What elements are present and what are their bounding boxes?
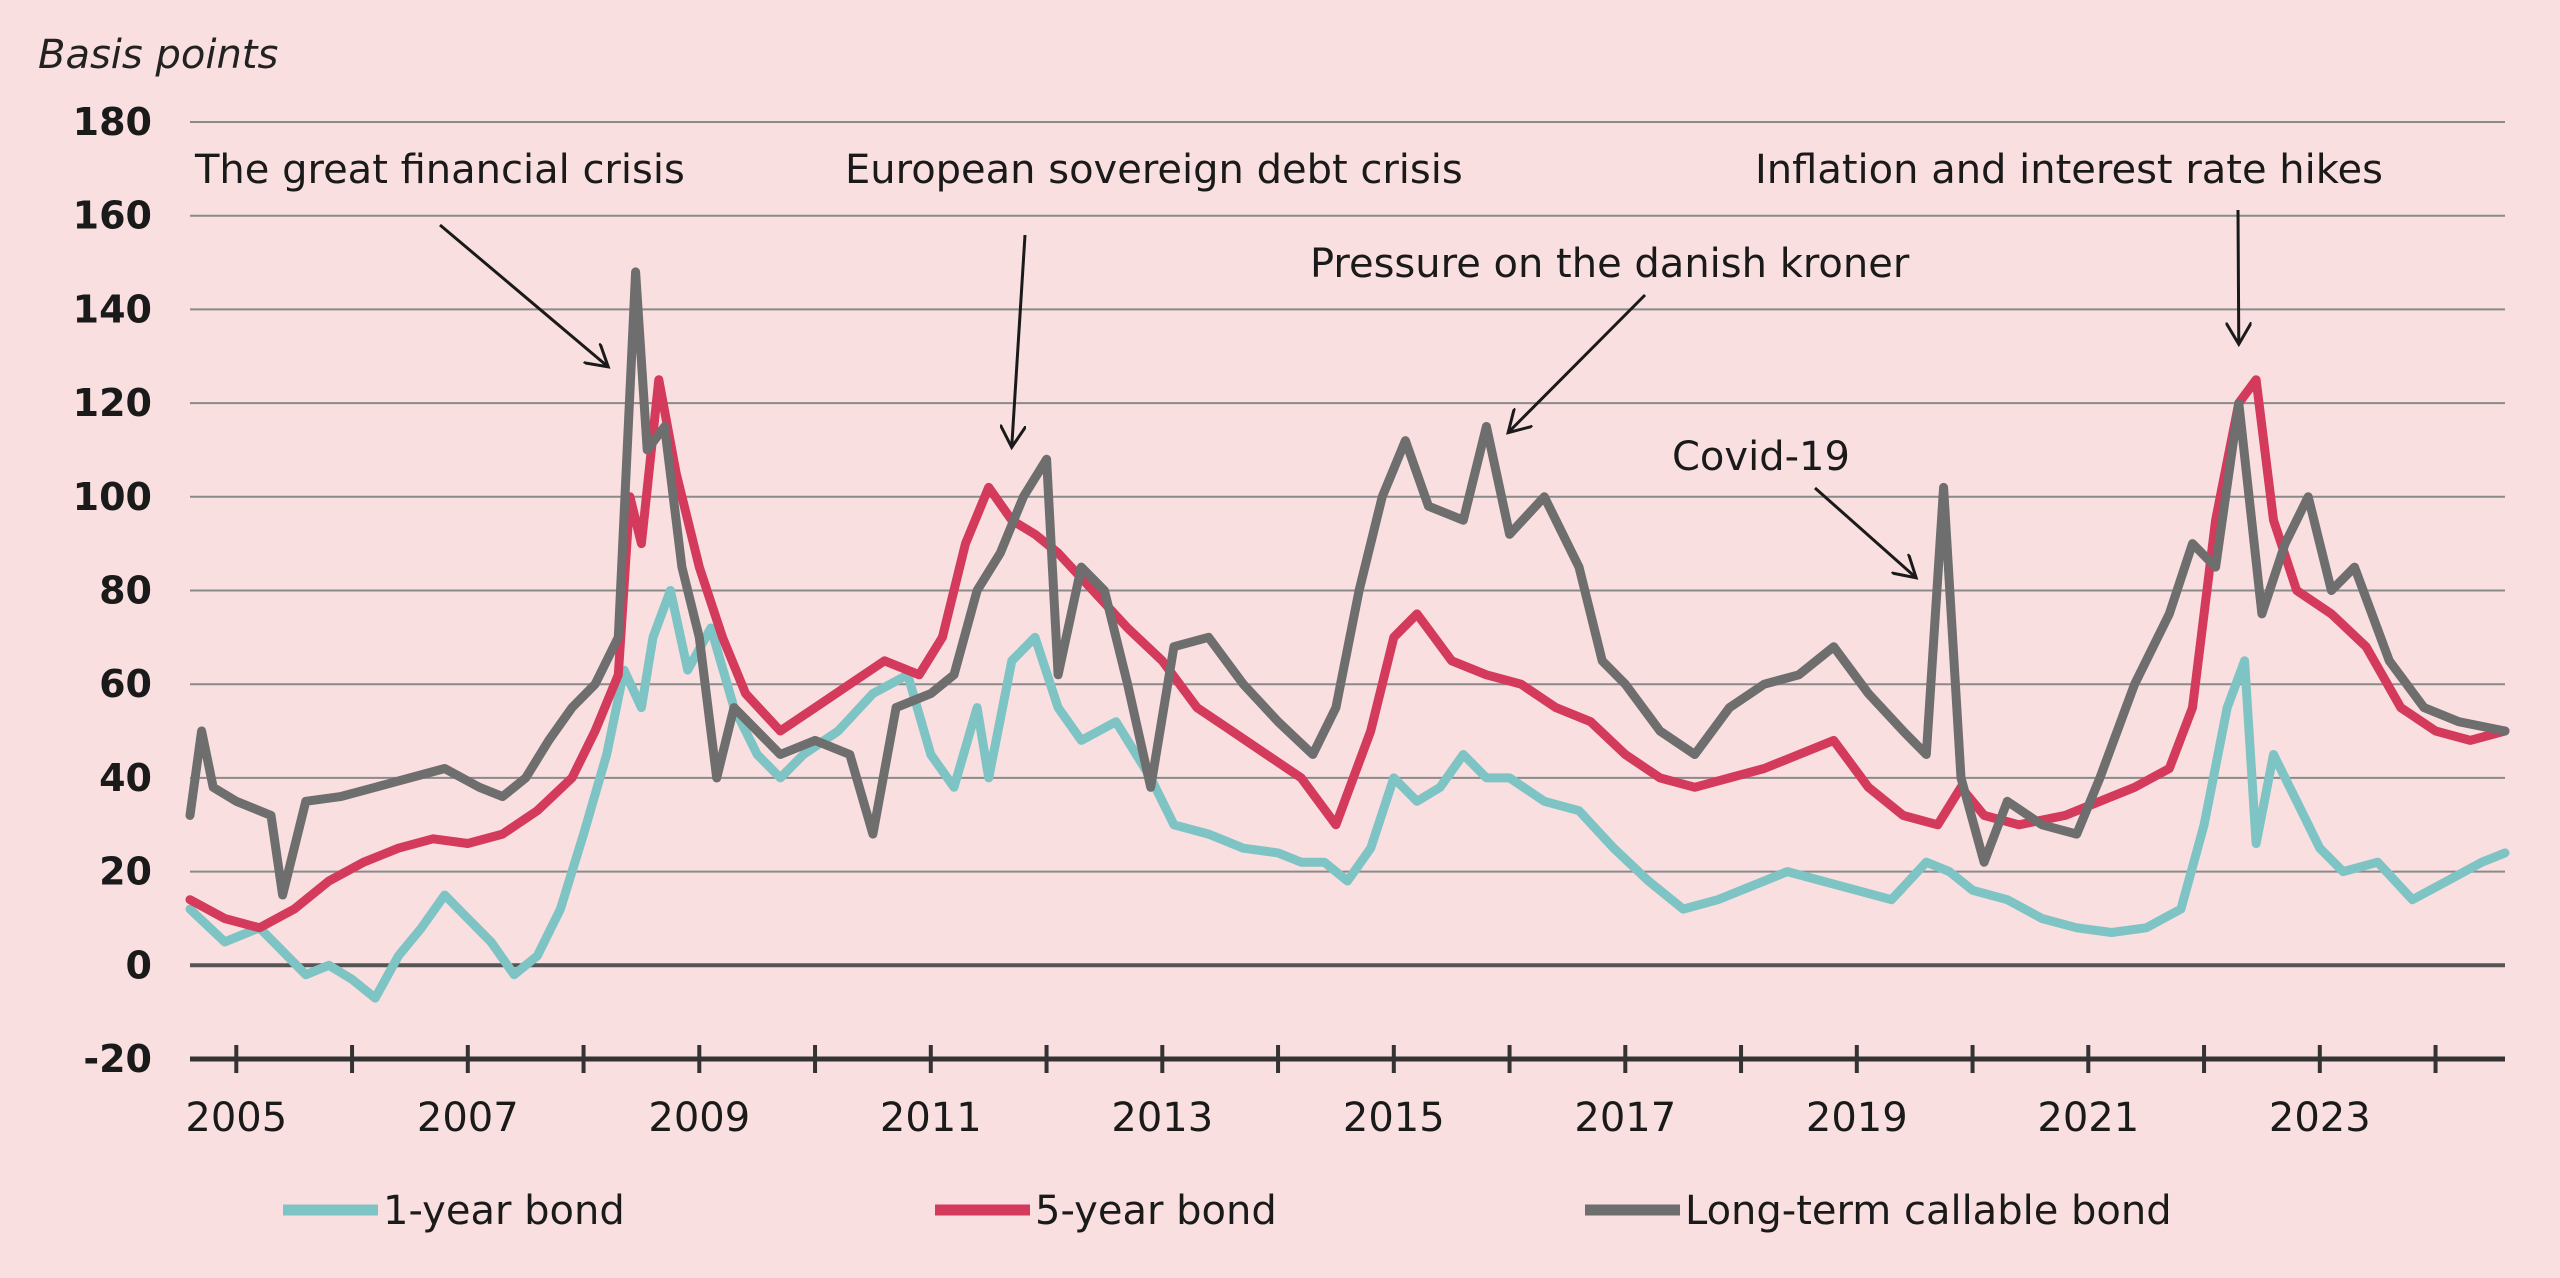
y-tick-label: 100 xyxy=(73,475,152,519)
x-tick-label: 2021 xyxy=(2037,1095,2139,1141)
legend-label: 5-year bond xyxy=(1035,1188,1277,1234)
x-tick-label: 2015 xyxy=(1343,1095,1445,1141)
annotation-arrow xyxy=(1814,486,1915,576)
x-axis: 2005 2007 2009 2011 2013 2015 2017 2019 2021 2023 xyxy=(185,1045,2505,1141)
x-tick-label: 2011 xyxy=(880,1095,982,1141)
gridlines: -20 0 20 40 60 80 100 120 140 160 180 xyxy=(73,100,2505,1081)
y-tick-label: 40 xyxy=(99,756,152,800)
x-tick-label: 2007 xyxy=(417,1095,519,1141)
y-tick-label: 140 xyxy=(73,287,152,331)
series-line-1-year-bond xyxy=(185,586,2510,1003)
x-tick-label: 2005 xyxy=(185,1095,287,1141)
legend-label: Long-term callable bond xyxy=(1685,1188,2172,1234)
x-tick-label: 2017 xyxy=(1574,1095,1676,1141)
y-tick-label: 0 xyxy=(126,943,152,987)
y-tick-label: 160 xyxy=(73,194,152,238)
series-line-5-year-bond xyxy=(185,375,2510,933)
annotation-label: The great financial crisis xyxy=(194,147,685,193)
y-tick-label: -20 xyxy=(83,1037,152,1081)
x-tick-label: 2009 xyxy=(648,1095,750,1141)
legend: 1-year bond 5-year bond Long-term callable… xyxy=(283,1188,2172,1234)
y-tick-label: 20 xyxy=(99,850,152,894)
y-tick-label: 80 xyxy=(99,569,152,613)
y-tick-label: 120 xyxy=(73,381,152,425)
series-line-long-term-callable-bond xyxy=(185,267,2510,900)
y-tick-label: 60 xyxy=(99,662,152,706)
annotation-arrow xyxy=(2238,209,2239,342)
annotation-label: Inflation and interest rate hikes xyxy=(1755,147,2383,193)
annotation-label: Pressure on the danish kroner xyxy=(1310,241,1910,287)
x-tick-label: 2023 xyxy=(2269,1095,2371,1141)
y-tick-label: 180 xyxy=(73,100,152,144)
annotation-arrow xyxy=(1012,234,1027,445)
annotations: The great financial crisis European sover… xyxy=(194,147,2383,576)
annotation-arrow xyxy=(1510,293,1647,431)
legend-label: 1-year bond xyxy=(383,1188,625,1234)
annotation-label: European sovereign debt crisis xyxy=(845,147,1463,193)
annotation-label: Covid-19 xyxy=(1672,434,1850,480)
x-tick-label: 2019 xyxy=(1806,1095,1908,1141)
x-tick-label: 2013 xyxy=(1111,1095,1213,1141)
annotation-arrow xyxy=(439,223,607,366)
series-lines xyxy=(185,267,2510,1003)
y-axis-label: Basis points xyxy=(38,32,278,78)
